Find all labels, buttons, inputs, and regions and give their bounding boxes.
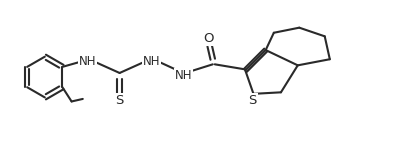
Text: S: S xyxy=(116,94,124,107)
Text: S: S xyxy=(248,94,256,107)
Text: NH: NH xyxy=(174,69,192,82)
Text: O: O xyxy=(203,32,214,45)
Text: NH: NH xyxy=(143,55,160,68)
Text: NH: NH xyxy=(79,55,96,68)
